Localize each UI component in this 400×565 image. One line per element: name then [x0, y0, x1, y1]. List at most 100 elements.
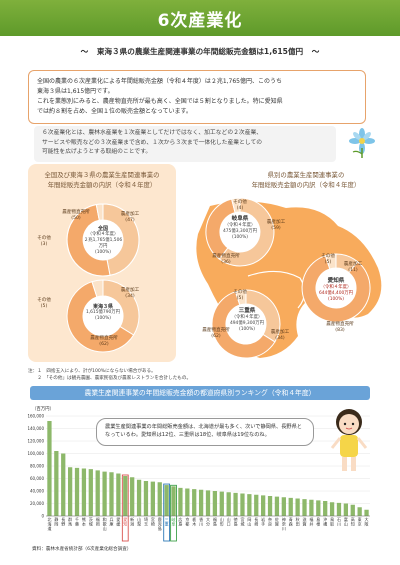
y-tick-label: 160,000 [27, 414, 44, 419]
girl-character-icon [330, 409, 368, 471]
bar-岐阜 [171, 486, 176, 516]
x-tick-label: 阪 [365, 521, 369, 527]
x-tick-label: 香 [199, 516, 203, 522]
x-tick-label: 川 [282, 526, 286, 531]
prefecture-name: 岐阜県 [231, 216, 249, 222]
x-tick-label: 潟 [130, 521, 134, 527]
segment-pct: (36) [221, 260, 231, 265]
x-tick-label: 葉 [75, 521, 79, 527]
x-tick-label: 田 [296, 522, 300, 527]
y-tick-label: 20,000 [30, 501, 44, 506]
x-tick-label: 福 [309, 516, 313, 522]
segment-pct: (34) [125, 294, 135, 299]
bar-沖縄 [323, 501, 328, 516]
center-year: （令和４年度） [231, 315, 263, 320]
segment-pct: (62) [99, 342, 109, 347]
note-line: 注：１ 四捨五入により、計が100%にならない場合がある。 [28, 369, 156, 374]
x-tick-label: 石 [337, 517, 341, 522]
bar-宮崎 [150, 481, 155, 516]
bar-千葉 [74, 467, 80, 516]
source-note: 資料：農林水産省統計部（6次産業化総合調査） [32, 547, 132, 552]
mie-center-label: 三重県 （令和４年度） 494億9,300万円 (100%) [227, 308, 267, 333]
x-tick-label: 森 [289, 521, 293, 527]
x-tick-label: 京 [185, 516, 189, 522]
segment-name: その他 [37, 298, 51, 303]
segment-name: 農産加工 [270, 330, 290, 335]
x-tick-label: 京 [358, 521, 362, 527]
bar-熊本 [81, 468, 87, 516]
x-tick-label: 島 [158, 525, 162, 531]
y-tick-label: 0 [41, 514, 44, 519]
bubble-line: 農業生産関連事業の年間総販売金額は、北海道が最も多く、次いで静岡県、長野県と [105, 424, 302, 430]
prefecture-name: 三重県 [238, 308, 256, 314]
y-tick-label: 40,000 [30, 489, 44, 494]
panel-title-line: 全国及び東海３県の農業生産関連事業の [44, 171, 160, 179]
prefecture-donuts [205, 197, 371, 359]
x-tick-label: 岐 [172, 516, 176, 522]
x-tick-label: 沖 [323, 516, 327, 522]
bar-京都 [185, 488, 190, 516]
x-tick-label: 静 [54, 516, 58, 522]
x-tick-label: 埼 [144, 516, 148, 522]
segment-name: 農産物直売所 [62, 210, 90, 215]
segment-pct: (59) [271, 226, 281, 231]
x-tick-label: 山 [220, 516, 224, 522]
bar-群馬 [67, 467, 73, 516]
bar-和歌山 [102, 471, 107, 516]
bar-長野 [61, 453, 66, 516]
segment-pct: (34) [275, 336, 285, 341]
x-tick-label: 分 [206, 521, 210, 527]
x-tick-label: 三 [165, 517, 169, 522]
bar-東京 [357, 507, 362, 516]
bar-広島 [178, 487, 183, 516]
national-breakdown-title: 全国及び東海３県の農業生産関連事業の 年間総販売金額の内訳（令和４年度） [38, 170, 166, 190]
gifu-processing-label: 農産加工 (59) [262, 220, 290, 232]
intro-box: 全国の農業の６次産業化による年間総販売金額（令和４年度）は２兆1,765億円、こ… [28, 70, 366, 124]
bar-岩手 [261, 495, 266, 516]
highlight-box-岐阜 [170, 484, 177, 542]
national-processing-label: 農産加工 (47) [112, 212, 148, 224]
ranking-bar-chart: 160,000 140,000 120,000 100,000 80,000 60,000… [27, 414, 370, 542]
bar-大分 [205, 490, 211, 516]
x-tick-label: 茨 [89, 516, 93, 522]
panel-title-line: 県別の農業生産関連事業の [267, 171, 345, 179]
national-center-label: 全国 （令和４年度） ２兆1,765億1,506万円 (100%) [83, 226, 123, 256]
x-tick-label: 島 [316, 516, 320, 522]
aichi-center-label: 愛知県 （令和４年度） 644億4,400万円 (100%) [316, 278, 356, 303]
bar-青森 [288, 497, 293, 516]
center-pct: (100%) [95, 316, 111, 321]
notes: 注：１ 四捨五入により、計が100%にならない場合がある。 ２ 「その他」は観光… [28, 368, 368, 382]
x-tick-label: 知 [123, 521, 127, 527]
segment-name: 農産加工 [120, 212, 140, 217]
bar-兵庫 [109, 472, 114, 516]
x-tick-label: 千 [75, 516, 79, 522]
bar-奈良 [267, 496, 273, 516]
bar-福井 [309, 499, 314, 516]
x-tick-label: 城 [89, 521, 93, 527]
center-amount: 644億4,400万円 [318, 291, 354, 296]
x-tick-label: 崎 [254, 521, 258, 527]
page-title: 6次産業化 [157, 11, 243, 31]
x-tick-label: 広 [178, 516, 182, 522]
bar-秋田 [295, 498, 300, 516]
x-tick-label: 山 [344, 521, 348, 527]
x-tick-label: 和 [103, 516, 107, 522]
segment-name: その他 [233, 200, 247, 205]
x-tick-label: 奈 [282, 521, 286, 527]
x-tick-label: 根 [316, 521, 320, 527]
x-tick-label: 高 [351, 516, 355, 522]
intro-line: 東海３県は1,615億円です。 [37, 88, 114, 95]
aichi-direct-sales-label: 農産物直売所 (83) [318, 322, 362, 334]
bar-茨城 [88, 469, 93, 516]
x-tick-label: 長 [61, 517, 65, 522]
x-tick-label: 梨 [137, 521, 141, 527]
definition-box: ６次産業化とは、農林水産業を１次産業としてだけではなく、加工などの２次産業、 サ… [34, 126, 336, 162]
x-tick-label: 取 [330, 522, 334, 527]
bar-滋賀 [302, 499, 307, 516]
x-tick-label: 知 [351, 521, 355, 527]
bar-山梨 [136, 479, 142, 516]
intro-line: 全国の農業の６次産業化による年間総販売金額（令和４年度）は２兆1,765億円、こ… [37, 78, 282, 85]
left-donuts [66, 203, 140, 353]
tokai-direct-sales-label: 農産物直売所 (62) [82, 336, 126, 348]
x-tick-label: 賀 [275, 521, 279, 527]
